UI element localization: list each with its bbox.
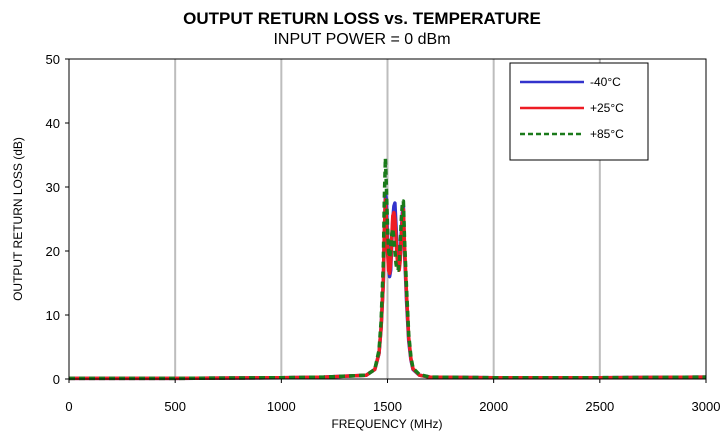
legend-box xyxy=(509,62,649,161)
y-tick-label: 20 xyxy=(46,244,60,259)
y-tick-label: 50 xyxy=(46,52,60,67)
x-axis-ticks: 0 500 1000 1500 2000 2500 3000 xyxy=(65,379,720,414)
x-tick-label: 1000 xyxy=(267,399,296,414)
legend: -40°C +25°C +85°C xyxy=(509,62,649,161)
x-tick-label: 500 xyxy=(164,399,186,414)
x-tick-label: 1500 xyxy=(373,399,402,414)
y-tick-label: 30 xyxy=(46,180,60,195)
series-line-2 xyxy=(69,156,707,381)
x-tick-label: 2500 xyxy=(585,399,614,414)
chart-title: OUTPUT RETURN LOSS vs. TEMPERATURE xyxy=(183,9,541,28)
y-axis-label: OUTPUT RETURN LOSS (dB) xyxy=(11,137,25,301)
series-layer xyxy=(69,156,707,381)
x-tick-label: 3000 xyxy=(692,399,721,414)
chart-subtitle: INPUT POWER = 0 dBm xyxy=(273,31,450,48)
y-tick-label: 40 xyxy=(46,116,60,131)
legend-label-2: +85°C xyxy=(590,127,624,141)
x-tick-label: 2000 xyxy=(479,399,508,414)
legend-label-0: -40°C xyxy=(590,75,621,89)
x-axis-label: FREQUENCY (MHz) xyxy=(331,417,442,431)
y-tick-label: 0 xyxy=(53,372,60,387)
y-tick-label: 10 xyxy=(46,308,60,323)
legend-label-1: +25°C xyxy=(590,101,624,115)
y-axis-ticks: 0 10 20 30 40 50 xyxy=(46,52,69,387)
x-tick-label: 0 xyxy=(65,399,72,414)
